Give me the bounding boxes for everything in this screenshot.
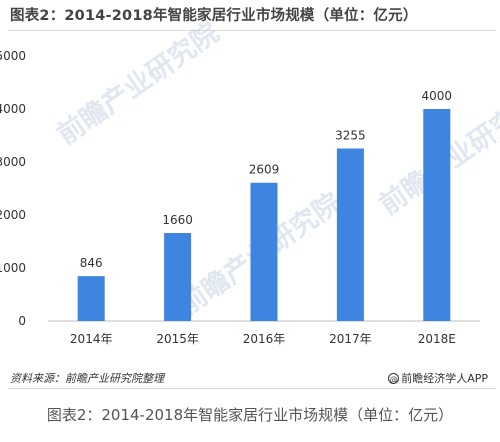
bar-chart: 0 1000 2000 3000 4000 5000 846 1660 2609 3255 400… — [0, 49, 480, 346]
bar — [423, 109, 451, 321]
title-divider — [8, 30, 496, 31]
figure-caption: 图表2：2014-2018年智能家居行业市场规模（单位：亿元） — [46, 406, 454, 424]
bar — [250, 182, 278, 321]
y-tick-label: 2000 — [0, 208, 26, 222]
y-tick-label: 4000 — [0, 102, 26, 116]
bar — [77, 276, 105, 321]
y-axis-ticks: 0 1000 2000 3000 4000 5000 — [0, 49, 26, 328]
brand-credit: @ 前瞻经济学人APP — [388, 370, 488, 386]
bar-data-label: 4000 — [422, 89, 453, 103]
x-tick-label: 2015年 — [156, 332, 199, 346]
brand-label: 前瞻经济学人APP — [401, 372, 488, 385]
y-tick-label: 5000 — [0, 49, 26, 63]
at-icon: @ — [388, 372, 400, 384]
y-tick-label: 1000 — [0, 261, 26, 275]
x-tick-label: 2018E — [418, 332, 456, 346]
x-tick-label: 2016年 — [243, 332, 286, 346]
bar — [164, 233, 192, 321]
data-labels: 846 1660 2609 3255 4000 — [80, 89, 452, 270]
bar-data-label: 3255 — [335, 128, 366, 142]
y-tick-label: 3000 — [0, 155, 26, 169]
bar-data-label: 846 — [80, 256, 103, 270]
bar-series — [77, 109, 451, 321]
bar-data-label: 2609 — [249, 163, 280, 177]
x-tick-label: 2017年 — [329, 332, 372, 346]
bar — [336, 148, 364, 321]
chart-title: 图表2：2014-2018年智能家居行业市场规模（单位：亿元） — [10, 8, 418, 24]
bar-data-label: 1660 — [162, 213, 193, 227]
source-note: 资料来源：前瞻产业研究院整理 — [10, 372, 164, 385]
chart-card: 图表2：2014-2018年智能家居行业市场规模（单位：亿元） 前瞻产业研究院 … — [0, 8, 500, 389]
y-tick-label: 0 — [18, 314, 26, 328]
footer-divider — [8, 388, 496, 389]
x-tick-label: 2014年 — [70, 332, 113, 346]
x-axis-ticks: 2014年 2015年 2016年 2017年 2018E — [70, 332, 456, 346]
